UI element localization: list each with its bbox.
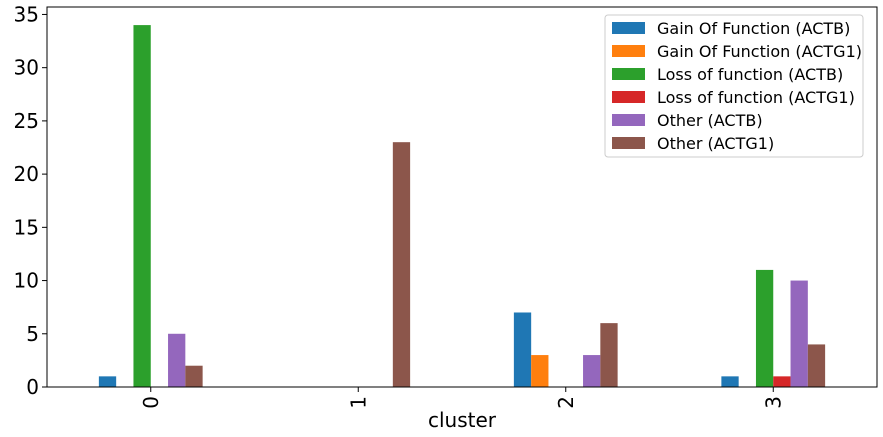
legend-label: Other (ACTG1)	[657, 134, 774, 153]
bar-other-actg1-cluster-3	[807, 344, 826, 387]
y-tick-label: 10	[14, 269, 39, 293]
legend-label: Gain Of Function (ACTG1)	[657, 42, 862, 61]
y-tick-label: 15	[14, 215, 39, 239]
legend-label: Loss of function (ACTB)	[657, 65, 843, 84]
legend-label: Other (ACTB)	[657, 111, 763, 130]
legend: Gain Of Function (ACTB) Gain Of Function …	[604, 14, 864, 158]
y-tick-label: 35	[14, 2, 39, 26]
bar-other-actb-cluster-3	[790, 280, 808, 387]
bars-layer	[98, 25, 826, 387]
y-tick-label: 5	[26, 322, 39, 346]
bar-loss-of-function-actg1-cluster-3	[773, 376, 791, 387]
bar-gain-of-function-actg1-cluster-2	[531, 355, 549, 387]
y-axis: 0 5 10 15 20 25 30 35	[14, 2, 47, 399]
x-axis: 0 1 2 3	[139, 387, 785, 409]
bar-loss-of-function-actb-cluster-3	[755, 269, 774, 387]
legend-swatch	[612, 114, 645, 126]
legend-label: Loss of function (ACTG1)	[657, 88, 855, 107]
legend-swatch	[612, 45, 645, 57]
y-tick-label: 30	[14, 56, 39, 80]
x-tick-label: 0	[139, 396, 163, 409]
bar-other-actb-cluster-0	[168, 333, 186, 387]
legend-label: Gain Of Function (ACTB)	[657, 19, 850, 38]
plot-area-frame	[46, 6, 878, 388]
bar-gain-of-function-actb-cluster-2	[513, 312, 532, 387]
legend-swatch	[612, 137, 645, 149]
bar-gain-of-function-actb-cluster-3	[721, 376, 739, 387]
x-tick-label: 3	[761, 396, 785, 409]
legend-frame	[604, 14, 864, 158]
y-tick-label: 0	[26, 375, 39, 399]
bar-other-actg1-cluster-0	[185, 365, 203, 387]
legend-swatch	[612, 91, 645, 103]
legend-swatch	[612, 22, 645, 34]
bar-loss-of-function-actb-cluster-0	[133, 25, 151, 387]
x-axis-title: cluster	[428, 408, 497, 432]
bar-other-actg1-cluster-1	[392, 142, 411, 387]
y-tick-label: 20	[14, 162, 39, 186]
legend-swatch	[612, 68, 645, 80]
bar-other-actb-cluster-2	[583, 355, 601, 387]
x-tick-label: 2	[554, 396, 578, 409]
bar-gain-of-function-actb-cluster-0	[98, 376, 117, 387]
x-tick-label: 1	[346, 396, 370, 409]
y-tick-label: 25	[14, 109, 39, 133]
bar-other-actg1-cluster-2	[600, 323, 618, 387]
